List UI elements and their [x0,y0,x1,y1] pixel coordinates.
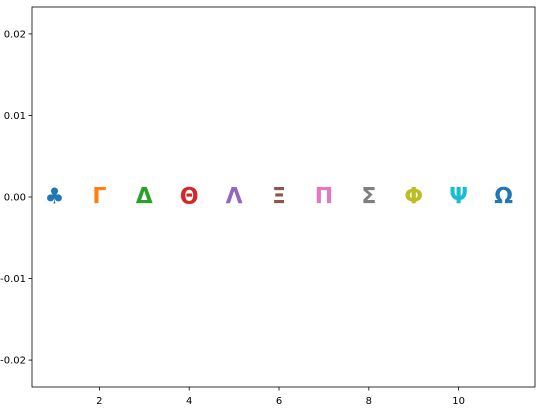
data-point-marker: Π [315,185,333,210]
y-tick-label: 0.01 [4,111,26,122]
y-tick-label: 0.02 [4,29,26,40]
x-tick-label: 4 [186,396,192,407]
x-tick-label: 8 [366,396,372,407]
data-point-marker: Δ [136,185,153,210]
data-point-marker: Ξ [272,185,286,210]
data-point-marker: Λ [226,185,243,210]
data-point-marker: Γ [92,185,106,210]
x-tick-label: 6 [276,396,282,407]
x-tick-label: 10 [452,396,465,407]
y-tick-label: -0.01 [0,274,26,285]
x-axis: 2 4 6 8 10 [96,387,465,407]
data-point-marker: ♣ [45,185,65,210]
plot-area [31,6,536,388]
marker-layer: ♣ Γ Δ Θ Λ Ξ Π Σ Φ Ψ Ω [45,185,514,210]
y-tick-label: 0.00 [4,193,26,204]
data-point-marker: Ψ [449,185,468,210]
data-point-marker: Φ [404,185,423,210]
data-point-marker: Σ [361,185,376,210]
y-tick-label: -0.02 [0,356,26,367]
data-point-marker: Ω [494,185,513,210]
data-point-marker: Θ [180,185,199,210]
x-tick-label: 2 [96,396,102,407]
y-axis: -0.02 -0.01 0.00 0.01 0.02 [0,29,32,367]
